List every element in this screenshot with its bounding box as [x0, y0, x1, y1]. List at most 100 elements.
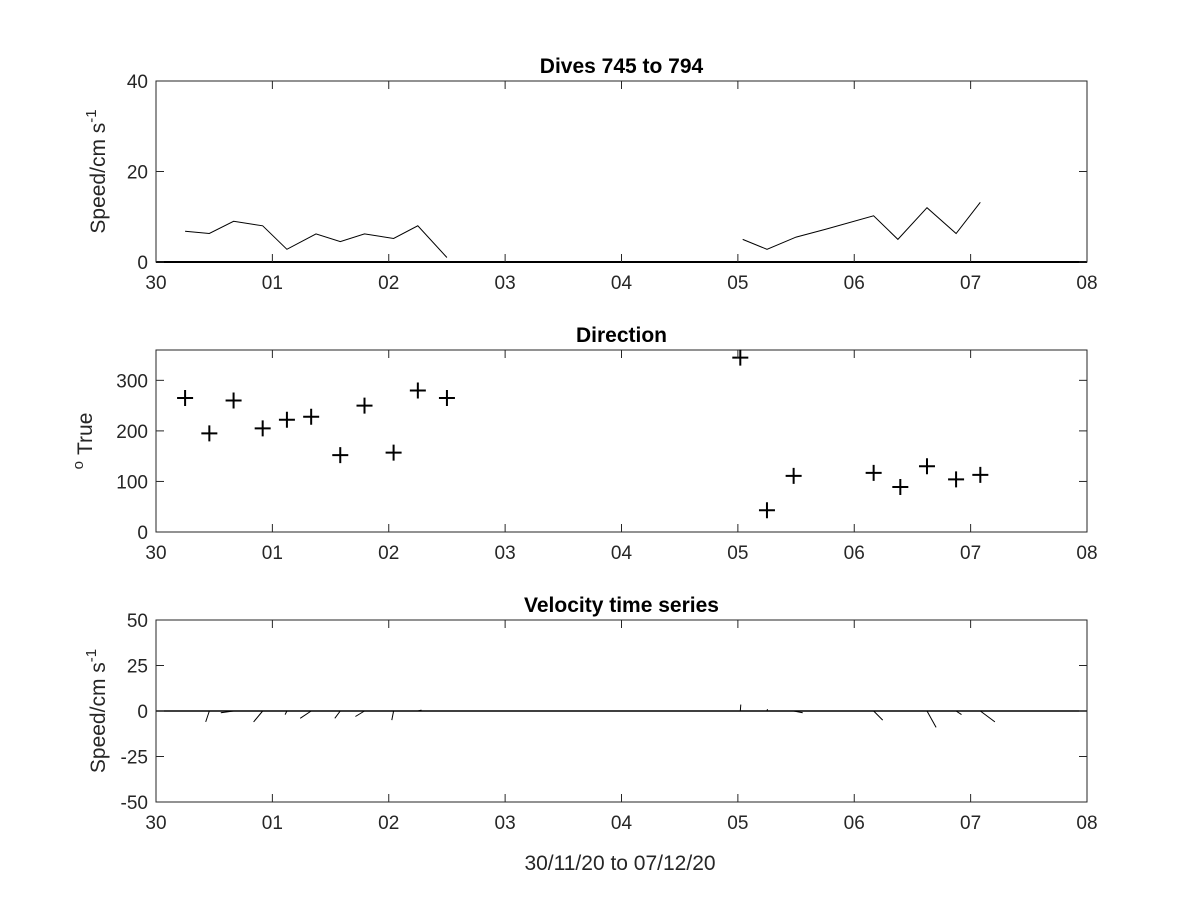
direction-marker: [972, 466, 989, 483]
direction-panel-ylabel: o True: [70, 413, 97, 470]
velocity-xtick-label: 02: [378, 813, 399, 834]
velocity-xtick-label: 05: [727, 813, 748, 834]
velocity-stick: [417, 709, 422, 712]
direction-axes-box: [155, 349, 1088, 533]
direction-marker: [225, 392, 242, 409]
direction-marker: [332, 447, 349, 464]
speed-xtick-label: 30: [145, 273, 166, 294]
velocity-stick: [284, 710, 288, 715]
velocity-xtick-label: 06: [844, 813, 865, 834]
speed-xtick-label: 02: [378, 273, 399, 294]
speed-axes-box: [155, 80, 1088, 263]
velocity-stick: [253, 710, 264, 723]
direction-marker: [892, 479, 909, 496]
speed-ytick-label: 20: [127, 163, 148, 184]
velocity-panel-ylabel-main: Speed/cm s: [87, 662, 110, 773]
velocity-stick: [766, 709, 768, 712]
direction-marker: [356, 397, 373, 414]
speed-series-line: [742, 201, 981, 250]
direction-ytick-label: 100: [116, 472, 148, 493]
direction-ytick-label: 0: [137, 523, 148, 544]
direction-panel-title: Direction: [576, 324, 667, 347]
direction-xtick-label: 01: [262, 543, 283, 564]
velocity-xtick-label: 08: [1076, 813, 1097, 834]
velocity-stick: [391, 710, 395, 721]
direction-marker: [254, 420, 271, 437]
direction-xtick-label: 07: [960, 543, 981, 564]
speed-xtick-label: 08: [1076, 273, 1097, 294]
velocity-xtick-label: 01: [262, 813, 283, 834]
speed-xtick-label: 05: [727, 273, 748, 294]
direction-marker: [918, 458, 935, 475]
speed-panel-ylabel-sup: -1: [83, 109, 100, 122]
velocity-ytick-label: -50: [121, 793, 148, 814]
figure-xlabel: 30/11/20 to 07/12/20: [524, 852, 715, 875]
direction-marker: [177, 390, 194, 407]
direction-marker: [785, 467, 802, 484]
speed-ytick-label: 0: [137, 253, 148, 274]
direction-tick-layer: 30 01 02 03 04 05 06 07 08 0 100 200 300: [116, 350, 1098, 564]
direction-marker: [948, 471, 965, 488]
speed-xtick-label: 01: [262, 273, 283, 294]
direction-marker: [303, 408, 320, 425]
speed-xtick-label: 03: [495, 273, 516, 294]
speed-xtick-label: 06: [844, 273, 865, 294]
direction-panel: 30 01 02 03 04 05 06 07 08 0 100 200 300 Direction o…: [70, 324, 1098, 564]
speed-xtick-label: 04: [611, 273, 633, 294]
velocity-ytick-label: 0: [137, 702, 148, 723]
direction-xtick-label: 04: [611, 543, 633, 564]
velocity-stick: [793, 710, 803, 714]
speed-series-line: [185, 220, 448, 258]
speed-panel-title: Dives 745 to 794: [540, 55, 704, 78]
direction-marker: [865, 464, 882, 481]
velocity-stick: [334, 710, 341, 719]
speed-panel-ylabel-main: Speed/cm s: [87, 123, 110, 234]
direction-xtick-label: 30: [145, 543, 166, 564]
velocity-stick: [299, 710, 312, 719]
velocity-stick: [205, 710, 210, 723]
direction-data-layer: [177, 349, 989, 519]
velocity-stick: [739, 704, 742, 712]
velocity-ytick-label: 50: [127, 611, 148, 632]
direction-ytick-label: 300: [116, 371, 148, 392]
direction-marker: [385, 444, 402, 461]
speed-tick-layer: 30 01 02 03 04 05 06 07 08 0 20 40: [127, 72, 1098, 294]
direction-xtick-label: 05: [727, 543, 748, 564]
direction-marker: [732, 349, 749, 366]
velocity-ytick-label: -25: [121, 748, 148, 769]
direction-ytick-label: 200: [116, 422, 148, 443]
velocity-stick: [955, 710, 962, 716]
velocity-stick: [873, 710, 884, 721]
direction-marker: [201, 425, 218, 442]
velocity-panel-title: Velocity time series: [524, 594, 719, 617]
velocity-stick: [220, 710, 234, 714]
velocity-data-layer: [156, 704, 1087, 728]
velocity-panel-ylabel-sup: -1: [83, 649, 100, 662]
velocity-tick-layer: 30 01 02 03 04 05 06 07 08 -50 -25 0 25 50: [121, 611, 1098, 834]
direction-marker: [438, 390, 455, 407]
direction-marker: [409, 382, 426, 399]
velocity-xtick-label: 04: [611, 813, 633, 834]
velocity-stick: [926, 710, 937, 728]
velocity-xtick-label: 30: [145, 813, 166, 834]
velocity-panel-ylabel: Speed/cm s-1: [83, 649, 110, 773]
direction-xtick-label: 08: [1076, 543, 1097, 564]
direction-marker: [278, 411, 295, 428]
direction-xtick-label: 06: [844, 543, 865, 564]
velocity-stick: [980, 710, 996, 723]
speed-ytick-label: 40: [127, 72, 148, 93]
direction-xtick-label: 03: [495, 543, 516, 564]
speed-panel: 30 01 02 03 04 05 06 07 08 0 20 40 Dives 745 to 794…: [83, 55, 1098, 294]
velocity-panel: 30 01 02 03 04 05 06 07 08 -50 -25 0 25 50 Velocity t…: [83, 594, 1098, 834]
direction-panel-ylabel-main: True: [74, 413, 97, 455]
direction-marker: [758, 502, 775, 519]
direction-xtick-label: 02: [378, 543, 399, 564]
velocity-ytick-label: 25: [127, 657, 148, 678]
speed-xtick-label: 07: [960, 273, 981, 294]
direction-panel-ylabel-sup: o: [70, 461, 87, 469]
velocity-stick: [355, 710, 365, 717]
velocity-xtick-label: 07: [960, 813, 981, 834]
velocity-xtick-label: 03: [495, 813, 516, 834]
speed-panel-ylabel: Speed/cm s-1: [83, 109, 110, 233]
